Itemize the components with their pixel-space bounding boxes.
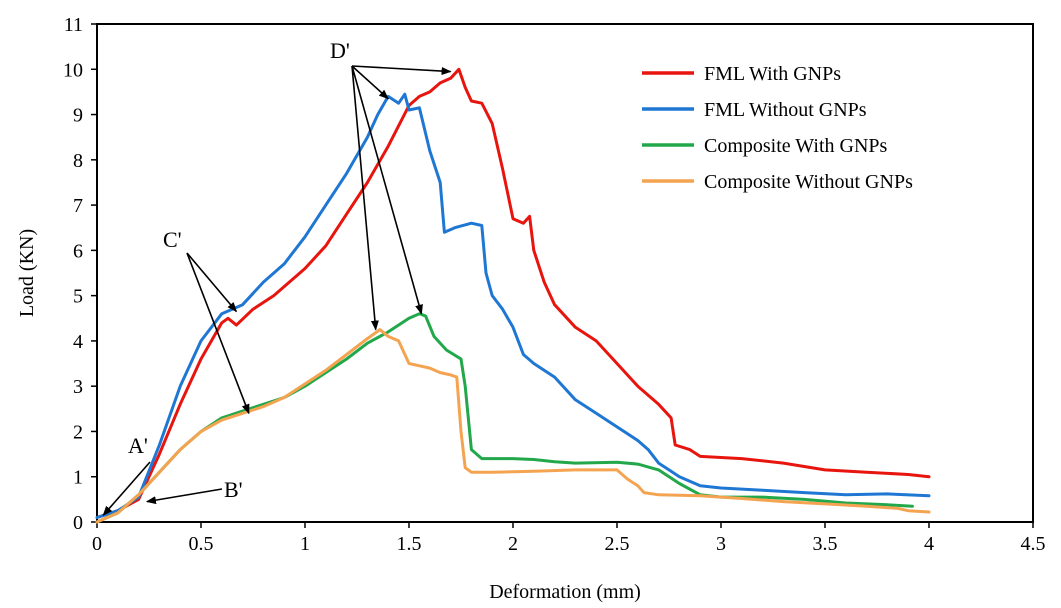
series-line-2 bbox=[95, 92, 931, 519]
y-tick-label: 6 bbox=[73, 240, 83, 262]
legend: FML With GNPs FML Without GNPs Composite W… bbox=[642, 63, 913, 193]
y-tick-label: 3 bbox=[73, 376, 83, 398]
annotation-arrow bbox=[102, 461, 151, 516]
y-tick-label: 4 bbox=[73, 331, 83, 353]
annotation-arrow bbox=[351, 65, 452, 76]
x-tick-label: 3 bbox=[716, 533, 726, 555]
annotation-arrow bbox=[351, 65, 423, 315]
y-tick-label: 8 bbox=[73, 150, 83, 172]
y-tick-label: 11 bbox=[64, 14, 83, 36]
plot-frame bbox=[96, 23, 1034, 523]
legend-label-2: FML Without GNPs bbox=[704, 99, 867, 121]
y-tick-label: 1 bbox=[73, 467, 83, 489]
y-tick-label: 7 bbox=[73, 195, 83, 217]
annotation-label-3: C' bbox=[163, 227, 182, 252]
x-tick-label: 4.5 bbox=[1021, 533, 1046, 555]
annotation-arrow bbox=[145, 488, 223, 505]
x-axis-title: Deformation (mm) bbox=[489, 581, 641, 603]
annotation-label-4: D' bbox=[330, 38, 350, 63]
annotation-label-2: B' bbox=[224, 477, 243, 502]
x-tick-label: 0 bbox=[92, 533, 102, 555]
legend-label-3: Composite With GNPs bbox=[704, 135, 888, 157]
x-tick-label: 2 bbox=[508, 533, 518, 555]
y-tick-label: 10 bbox=[63, 59, 83, 81]
x-tick-label: 4 bbox=[924, 533, 934, 555]
annotations-layer: A' B' C' D' bbox=[102, 38, 452, 516]
x-tick-label: 3.5 bbox=[813, 533, 838, 555]
x-tick-label: 2.5 bbox=[605, 533, 630, 555]
x-tick-label: 1 bbox=[300, 533, 310, 555]
series-line-4 bbox=[95, 328, 931, 524]
series-layer bbox=[95, 67, 931, 524]
annotation-arrow bbox=[186, 252, 238, 313]
y-tick-label: 2 bbox=[73, 421, 83, 443]
y-tick-label: 0 bbox=[73, 512, 83, 534]
x-tick-label: 0.5 bbox=[189, 533, 214, 555]
series-line-3 bbox=[95, 312, 914, 524]
y-axis-title: Load (KN) bbox=[16, 229, 38, 317]
annotation-label-1: A' bbox=[128, 433, 148, 458]
legend-label-4: Composite Without GNPs bbox=[704, 171, 913, 193]
annotation-arrow bbox=[186, 252, 250, 415]
x-tick-label: 1.5 bbox=[397, 533, 422, 555]
y-tick-label: 9 bbox=[73, 105, 83, 127]
axes: 0 0.5 1 1.5 2 2.5 3 3.5 4 4.5 0 1 2 3 4 5 6 7 8 9 10 11 Deform… bbox=[16, 14, 1046, 603]
y-tick-label: 5 bbox=[73, 286, 83, 308]
annotation-arrow bbox=[351, 65, 379, 331]
annotation-arrow bbox=[351, 65, 389, 100]
series-line-1 bbox=[95, 67, 931, 519]
legend-label-1: FML With GNPs bbox=[704, 63, 841, 85]
